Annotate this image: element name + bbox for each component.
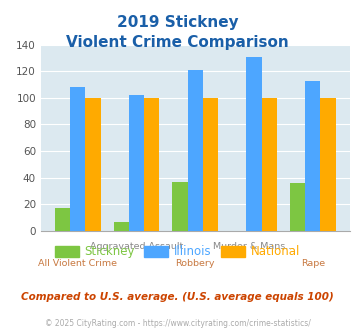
Text: All Violent Crime: All Violent Crime — [38, 259, 117, 268]
Bar — [129, 95, 144, 231]
Text: 2019 Stickney: 2019 Stickney — [117, 15, 238, 30]
Text: Murder & Mans...: Murder & Mans... — [213, 242, 295, 251]
Bar — [187, 70, 203, 231]
Bar — [305, 81, 320, 231]
Text: Violent Crime Comparison: Violent Crime Comparison — [66, 35, 289, 50]
Text: Aggravated Assault: Aggravated Assault — [90, 242, 183, 251]
Bar — [290, 183, 305, 231]
Bar — [55, 208, 70, 231]
Bar — [246, 56, 262, 231]
Text: Robbery: Robbery — [175, 259, 215, 268]
Bar — [86, 98, 101, 231]
Text: Compared to U.S. average. (U.S. average equals 100): Compared to U.S. average. (U.S. average … — [21, 292, 334, 302]
Legend: Stickney, Illinois, National: Stickney, Illinois, National — [50, 241, 305, 263]
Bar — [262, 98, 277, 231]
Bar — [70, 87, 86, 231]
Bar — [203, 98, 218, 231]
Bar — [320, 98, 335, 231]
Bar — [114, 222, 129, 231]
Bar — [144, 98, 159, 231]
Text: Rape: Rape — [301, 259, 325, 268]
Text: © 2025 CityRating.com - https://www.cityrating.com/crime-statistics/: © 2025 CityRating.com - https://www.city… — [45, 319, 310, 328]
Bar — [172, 182, 187, 231]
